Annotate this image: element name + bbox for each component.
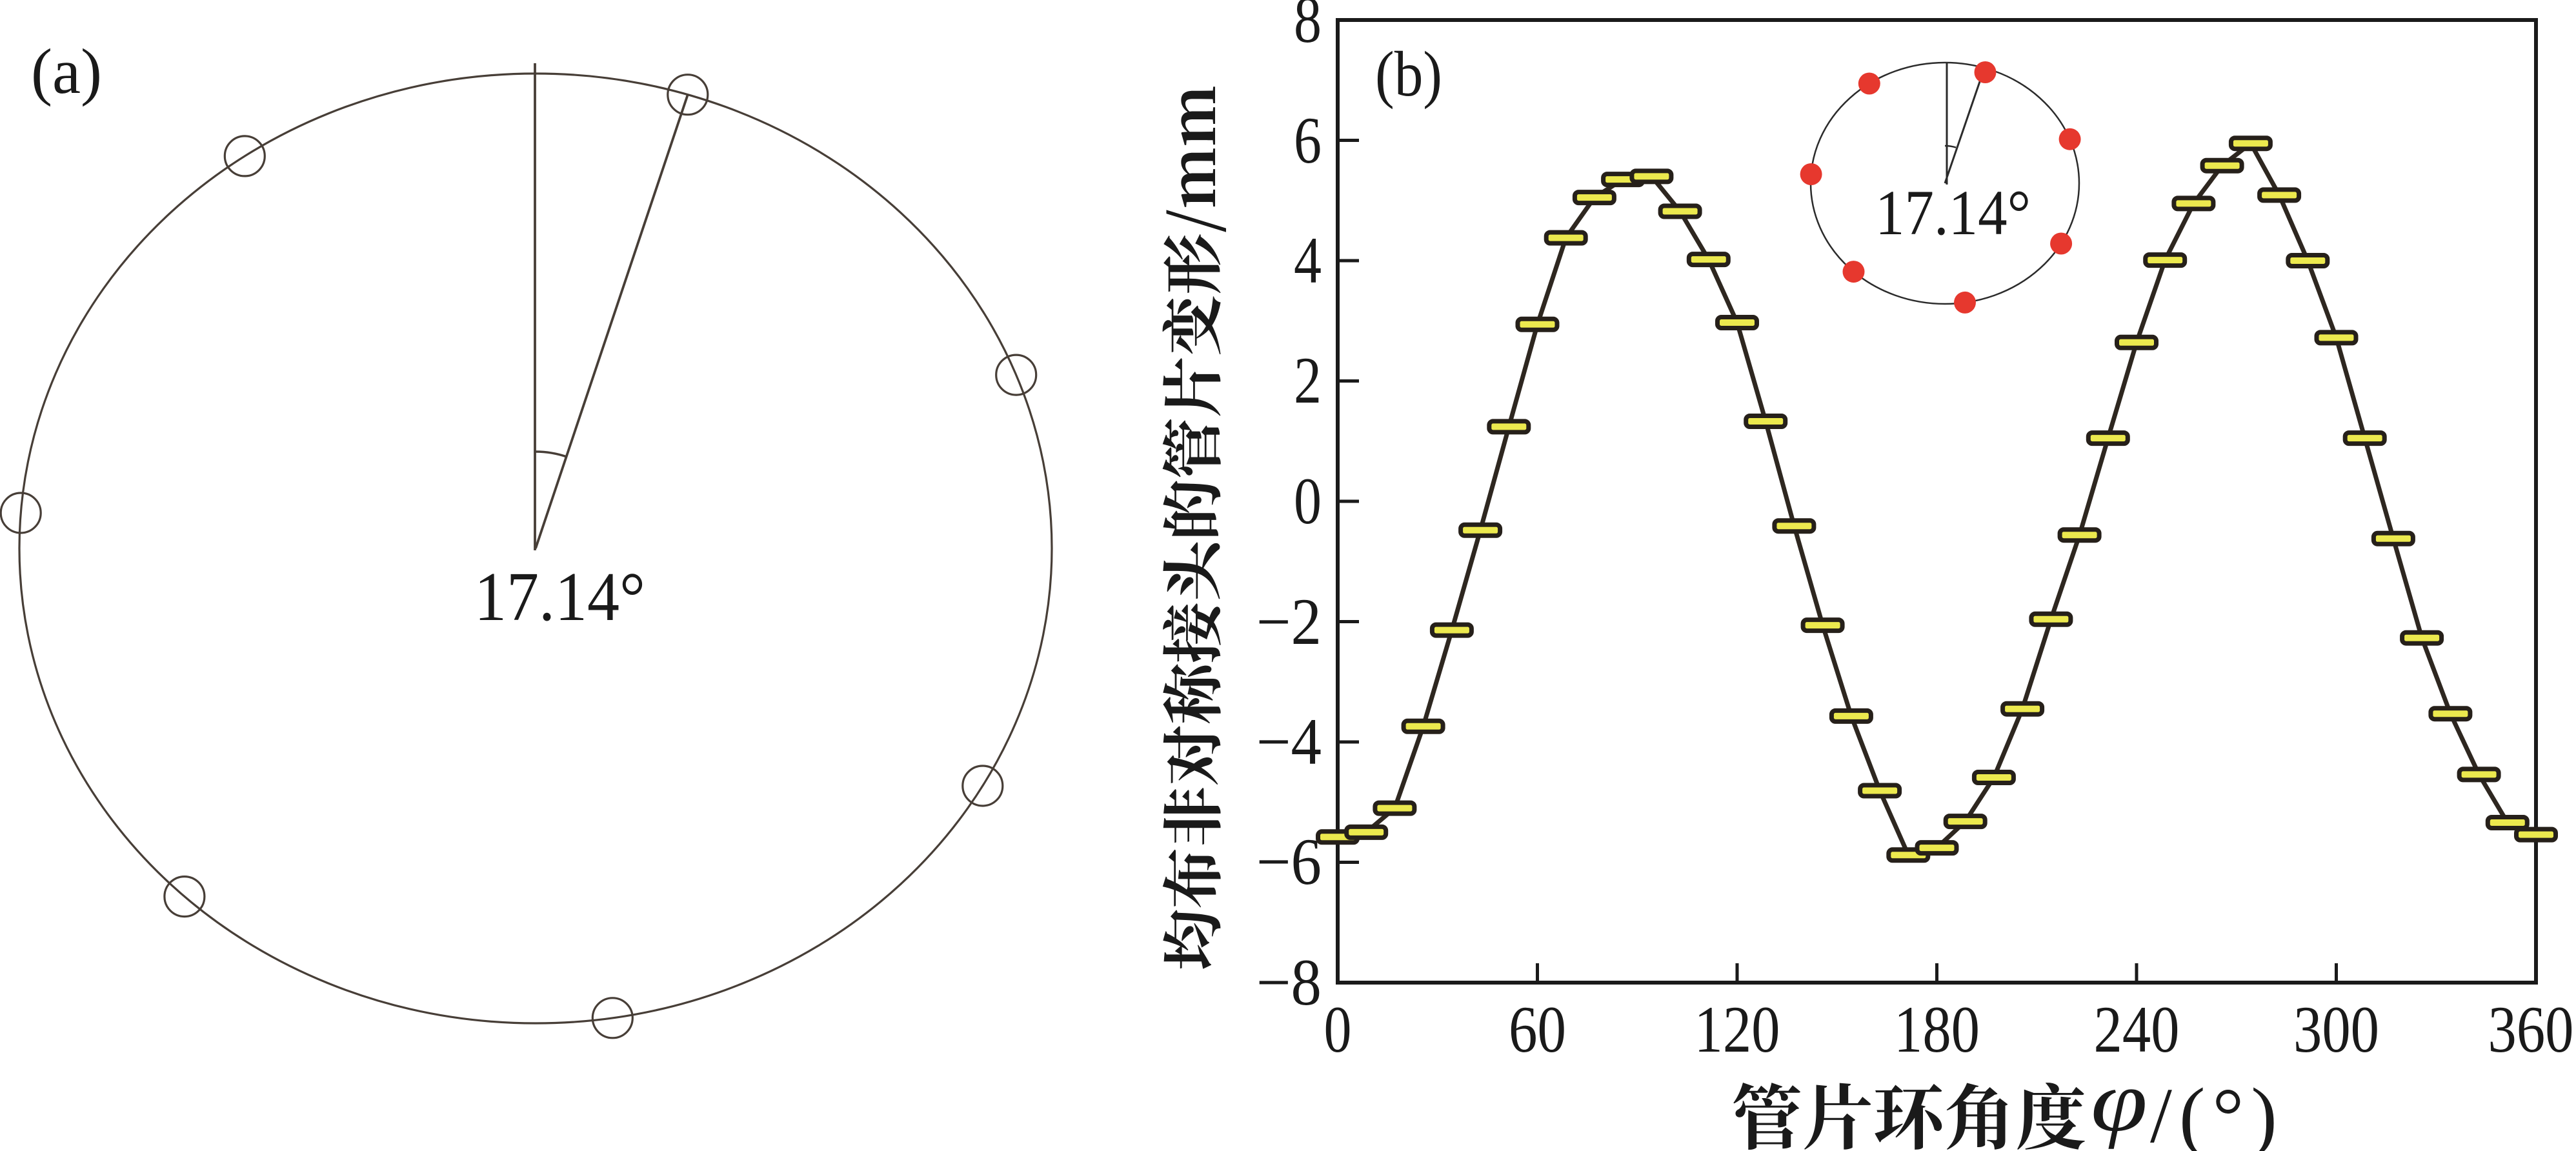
svg-text:(a): (a) [31,35,102,107]
svg-text:−2: −2 [1256,585,1322,659]
svg-text:120: 120 [1695,993,1780,1066]
svg-text:0: 0 [1294,465,1322,538]
svg-text:60: 60 [1509,993,1566,1066]
svg-text:6: 6 [1294,104,1322,177]
svg-text:240: 240 [2094,993,2180,1066]
svg-text:0: 0 [1324,993,1352,1066]
svg-text:−4: −4 [1256,705,1322,779]
svg-text:φ: φ [2091,1054,2148,1150]
svg-text:(b): (b) [1375,38,1442,110]
svg-text:180: 180 [1894,993,1980,1066]
svg-text:17.14°: 17.14° [474,559,645,636]
svg-text:300: 300 [2293,993,2379,1066]
svg-text:−6: −6 [1256,825,1322,899]
svg-text:2: 2 [1294,344,1322,417]
svg-text:360: 360 [2488,993,2574,1066]
svg-text:8: 8 [1294,0,1322,57]
svg-text:4: 4 [1294,224,1322,297]
svg-text:/(°): /(°) [2150,1072,2284,1151]
svg-text:−8: −8 [1256,946,1322,1019]
svg-text:17.14°: 17.14° [1875,177,2031,248]
